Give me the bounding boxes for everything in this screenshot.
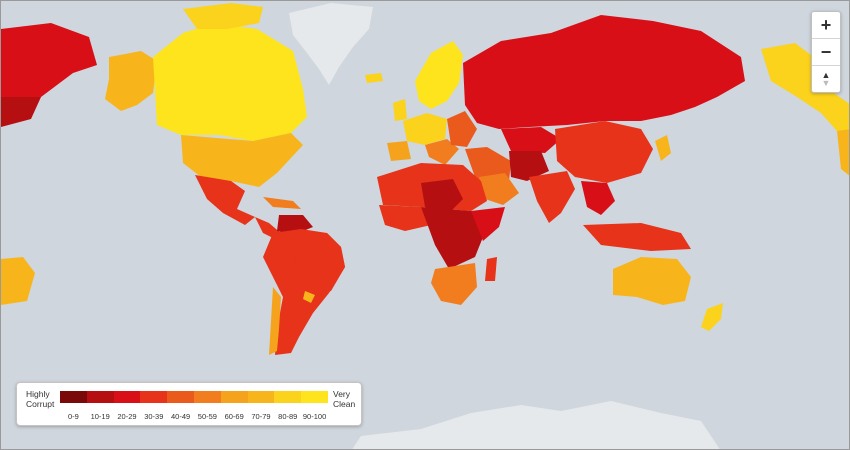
map-legend: Highly Corrupt 0-9 10-19 20-29 30-39 40-49 50… (16, 382, 362, 426)
region-iceland[interactable] (365, 73, 383, 83)
legend-tick-label: 50-59 (197, 412, 217, 421)
region-iran-afghan[interactable] (509, 151, 549, 181)
legend-swatch (220, 391, 248, 403)
region-southeast-asia[interactable] (581, 181, 615, 215)
region-indonesia[interactable] (583, 223, 691, 251)
region-east-africa[interactable] (471, 207, 505, 241)
region-canada[interactable] (153, 23, 307, 141)
legend-tick-label: 70-79 (251, 412, 271, 421)
region-new-zealand[interactable] (701, 303, 723, 331)
region-madagascar[interactable] (485, 257, 497, 281)
legend-swatch (301, 391, 328, 403)
legend-swatch (167, 391, 194, 403)
reset-north-button[interactable]: ▲ ▼ (812, 65, 840, 92)
region-southern-africa[interactable] (431, 263, 477, 305)
region-australia[interactable] (613, 257, 691, 305)
region-scandinavia[interactable] (415, 41, 463, 109)
legend-swatch (247, 391, 275, 403)
legend-high-label: Very Clean (333, 389, 355, 409)
legend-low-line1: Highly (26, 389, 50, 399)
region-italy-balkans[interactable] (425, 139, 459, 165)
legend-low-label: Highly Corrupt (26, 389, 54, 409)
zoom-controls: + − ▲ ▼ (811, 11, 841, 93)
legend-swatch (60, 391, 87, 403)
legend-swatch (193, 391, 221, 403)
region-usa[interactable] (181, 133, 303, 187)
region-chukotka-wrap[interactable] (1, 23, 97, 97)
legend-low-line2: Corrupt (26, 399, 55, 409)
legend-tick-label: 20-29 (117, 412, 137, 421)
legend-high-line2: Clean (333, 399, 356, 409)
region-west-africa[interactable] (379, 205, 431, 231)
legend-swatch (274, 391, 302, 403)
region-kazakhstan[interactable] (501, 127, 561, 153)
region-greenland[interactable] (289, 3, 373, 85)
legend-tick-label: 60-69 (224, 412, 244, 421)
region-alaska[interactable] (105, 51, 157, 111)
legend-tick-label: 80-89 (278, 412, 298, 421)
region-mexico[interactable] (195, 175, 255, 225)
zoom-in-button[interactable]: + (820, 14, 832, 35)
north-up-icon: ▲ (821, 70, 831, 80)
legend-color-scale (60, 391, 328, 403)
legend-tick-label: 10-19 (90, 412, 110, 421)
region-australia-wrap[interactable] (1, 257, 35, 305)
region-eastern-europe[interactable] (447, 111, 477, 147)
legend-swatch (113, 391, 141, 403)
legend-swatch (86, 391, 114, 403)
legend-tick-label: 30-39 (144, 412, 164, 421)
legend-tick-label: 40-49 (170, 412, 191, 421)
region-canada-wrap[interactable] (837, 129, 850, 177)
region-korea-japan[interactable] (655, 135, 671, 161)
region-china[interactable] (555, 121, 653, 183)
legend-high-line1: Very (333, 389, 351, 399)
north-down-icon: ▼ (821, 78, 831, 88)
zoom-out-button[interactable]: − (812, 38, 840, 65)
legend-tick-label: 0-9 (67, 412, 79, 421)
region-brazil[interactable] (293, 233, 345, 297)
region-arabia[interactable] (479, 173, 519, 205)
region-caribbean[interactable] (263, 197, 301, 209)
region-chile[interactable] (269, 287, 281, 355)
legend-swatch (140, 391, 168, 403)
region-sahel[interactable] (421, 179, 463, 215)
region-central-africa[interactable] (421, 207, 487, 269)
legend-tick-labels: 0-9 10-19 20-29 30-39 40-49 50-59 60-69 70-79 80… (60, 412, 328, 421)
region-russia[interactable] (463, 15, 745, 129)
region-india[interactable] (529, 171, 575, 223)
region-iberia[interactable] (387, 141, 411, 161)
region-uruguay[interactable] (303, 291, 315, 303)
region-uk[interactable] (393, 99, 407, 121)
region-antarctica[interactable] (351, 401, 721, 450)
region-western-russia-wrap[interactable] (1, 97, 41, 127)
region-western-europe[interactable] (403, 113, 447, 145)
region-canada-arctic[interactable] (183, 3, 263, 29)
region-alaska-wrap[interactable] (761, 43, 850, 141)
legend-tick-label: 90-100 (302, 412, 327, 421)
